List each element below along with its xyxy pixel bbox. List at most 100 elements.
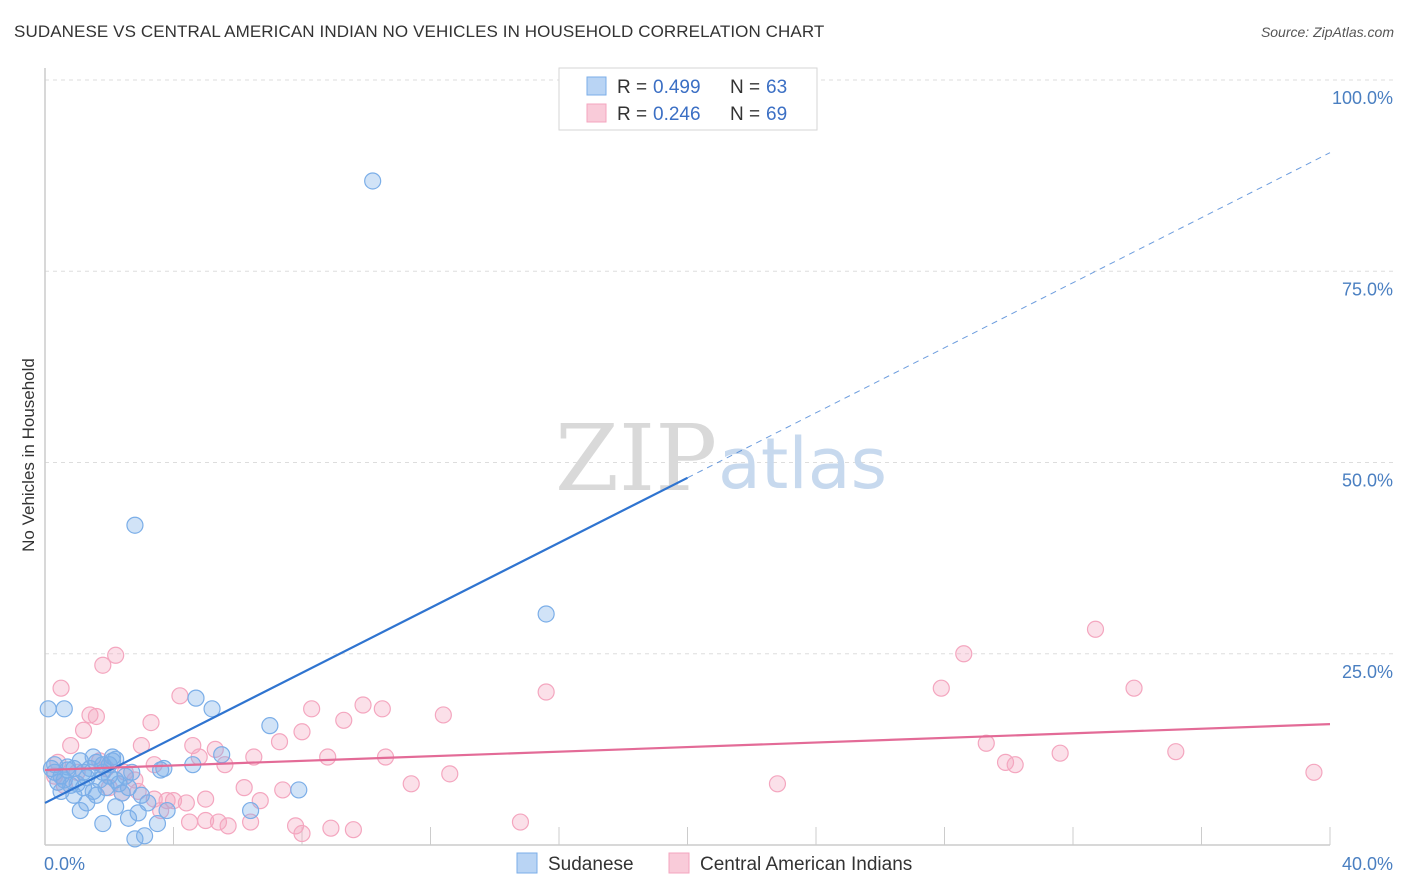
sudanese-point bbox=[364, 172, 382, 190]
sudanese-point bbox=[126, 516, 144, 534]
legend-n-label-2: N = bbox=[730, 104, 760, 125]
sudanese-point bbox=[242, 801, 260, 820]
central-point bbox=[319, 748, 337, 766]
central-point bbox=[81, 706, 99, 724]
sudanese-point bbox=[129, 804, 147, 822]
central-point bbox=[197, 811, 215, 830]
central-point bbox=[171, 687, 189, 705]
watermark: ZIP atlas bbox=[555, 405, 887, 512]
y-tick-labels: 100.0% 75.0% 50.0% 25.0% bbox=[1332, 88, 1393, 682]
central-point bbox=[402, 775, 420, 793]
sudanese-point bbox=[187, 689, 205, 707]
central-point bbox=[768, 775, 787, 793]
central-point bbox=[1051, 744, 1069, 762]
sudanese-point bbox=[119, 809, 138, 827]
central-point bbox=[94, 656, 112, 674]
central-point bbox=[293, 824, 311, 843]
sudanese-point bbox=[135, 827, 154, 845]
sudanese-point bbox=[107, 798, 125, 816]
central-point bbox=[158, 792, 176, 810]
sudanese-point bbox=[39, 700, 57, 718]
legend-r-label-2: R = bbox=[617, 104, 647, 125]
central-point bbox=[245, 748, 263, 766]
sudanese-point bbox=[107, 771, 125, 789]
legend-n-value-1: 63 bbox=[766, 77, 787, 98]
central-point bbox=[303, 700, 321, 718]
sudanese-point bbox=[537, 605, 555, 623]
central-point bbox=[177, 794, 195, 812]
central-point bbox=[977, 734, 995, 752]
central-point bbox=[219, 817, 237, 835]
bottom-legend-central: Central American Indians bbox=[700, 854, 912, 875]
x-tick-labels: 0.0% 40.0% bbox=[44, 854, 1393, 874]
legend-swatch-sudanese bbox=[586, 76, 607, 96]
watermark-atlas: atlas bbox=[718, 423, 887, 505]
y-axis-label: No Vehicles in Household bbox=[19, 358, 38, 552]
sudanese-point bbox=[94, 814, 112, 833]
bottom-legend-swatch-sudanese bbox=[516, 852, 538, 874]
central-point bbox=[274, 781, 292, 799]
central-point bbox=[322, 819, 340, 837]
bottom-legend: Sudanese Central American Indians bbox=[516, 852, 912, 875]
sudanese-point bbox=[78, 794, 96, 812]
sudanese-point bbox=[58, 758, 77, 776]
grid-lines bbox=[45, 79, 1393, 655]
central-point bbox=[180, 813, 199, 831]
central-point bbox=[164, 792, 183, 810]
central-point bbox=[52, 679, 70, 697]
central-point bbox=[441, 765, 459, 783]
y-tick-label: 25.0% bbox=[1342, 662, 1393, 682]
central-point bbox=[335, 711, 353, 729]
sudanese-point bbox=[213, 746, 231, 764]
x-tick-label-max: 40.0% bbox=[1342, 854, 1393, 874]
central-point bbox=[1305, 763, 1323, 781]
trend-lines bbox=[44, 152, 1331, 804]
sudanese-point bbox=[261, 717, 279, 735]
legend-r-value-1: 0.499 bbox=[653, 77, 701, 98]
central-point bbox=[354, 696, 372, 714]
sudanese-point bbox=[290, 781, 308, 799]
central-point bbox=[62, 736, 80, 755]
central-point bbox=[142, 713, 160, 732]
sudanese-point bbox=[65, 786, 83, 804]
central-point bbox=[537, 683, 555, 701]
central-point bbox=[107, 646, 125, 664]
sudanese-trend-line bbox=[44, 476, 688, 804]
central-point bbox=[1125, 679, 1143, 697]
legend-r-label-1: R = bbox=[617, 77, 647, 98]
central-point bbox=[197, 790, 215, 808]
sudanese-point bbox=[148, 814, 167, 833]
sudanese-point bbox=[123, 763, 141, 781]
legend-n-label-1: N = bbox=[730, 77, 760, 98]
central-point bbox=[373, 700, 391, 718]
source-label: Source: ZipAtlas.com bbox=[1260, 24, 1394, 40]
central-point bbox=[344, 821, 362, 839]
bottom-legend-swatch-central bbox=[668, 852, 690, 874]
bottom-legend-sudanese: Sudanese bbox=[548, 854, 634, 875]
axes bbox=[44, 68, 1331, 846]
central-point bbox=[1086, 620, 1105, 638]
legend-swatch-central bbox=[586, 103, 607, 123]
central-point bbox=[74, 721, 93, 739]
legend-n-value-2: 69 bbox=[766, 104, 787, 125]
sudanese-point bbox=[203, 700, 221, 718]
central-point bbox=[293, 723, 311, 741]
sudanese-points bbox=[39, 172, 555, 848]
watermark-zip: ZIP bbox=[555, 405, 717, 512]
chart-title: SUDANESE VS CENTRAL AMERICAN INDIAN NO V… bbox=[14, 22, 825, 41]
central-point bbox=[209, 813, 228, 831]
central-point bbox=[87, 707, 106, 726]
central-point bbox=[1006, 756, 1024, 774]
central-point bbox=[511, 813, 530, 831]
top-legend: R = 0.499 N = 63 R = 0.246 N = 69 bbox=[558, 67, 818, 131]
y-tick-label: 100.0% bbox=[1332, 88, 1393, 108]
x-tick-label-min: 0.0% bbox=[44, 854, 85, 874]
central-point bbox=[270, 733, 289, 751]
central-point bbox=[932, 679, 950, 697]
central-point bbox=[434, 706, 452, 724]
legend-r-value-2: 0.246 bbox=[653, 104, 701, 125]
sudanese-point bbox=[55, 700, 73, 718]
central-trend-line bbox=[44, 723, 1331, 772]
y-tick-label: 75.0% bbox=[1342, 279, 1393, 299]
